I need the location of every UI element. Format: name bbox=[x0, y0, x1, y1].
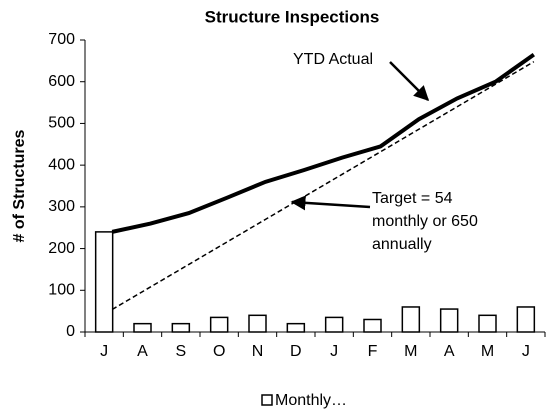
y-tick-label: 200 bbox=[48, 240, 75, 257]
y-tick-label: 500 bbox=[48, 115, 75, 132]
x-tick-label: J bbox=[330, 343, 338, 360]
bar bbox=[439, 308, 459, 333]
ytd-line bbox=[111, 52, 535, 234]
annotation: annually bbox=[372, 236, 432, 253]
bar bbox=[324, 316, 344, 333]
bar bbox=[133, 322, 152, 333]
x-tick-label: O bbox=[213, 343, 225, 360]
x-tick-label: A bbox=[137, 343, 148, 360]
bar bbox=[363, 318, 382, 333]
bar bbox=[516, 306, 536, 333]
x-tick-label: S bbox=[175, 343, 186, 360]
bar bbox=[171, 322, 191, 333]
x-tick-label: J bbox=[100, 343, 108, 360]
y-tick-label: 600 bbox=[48, 73, 75, 90]
chart-title: Structure Inspections bbox=[205, 7, 380, 26]
annotation: Target = 54 bbox=[372, 190, 453, 207]
target-line bbox=[111, 61, 535, 311]
x-tick-label: M bbox=[481, 343, 494, 360]
bar bbox=[94, 231, 114, 333]
bar bbox=[209, 316, 229, 333]
bar bbox=[286, 322, 306, 333]
x-tick-label: J bbox=[522, 343, 530, 360]
x-tick-label: D bbox=[290, 343, 302, 360]
annotation: monthly or 650 bbox=[372, 213, 478, 230]
bar bbox=[401, 306, 421, 333]
annotation-arrow bbox=[290, 195, 371, 211]
y-tick-label: 100 bbox=[48, 282, 75, 299]
legend-swatch bbox=[261, 394, 273, 406]
annotation: YTD Actual bbox=[293, 51, 373, 68]
y-tick-label: 300 bbox=[48, 198, 75, 215]
legend-label: Monthly… bbox=[275, 392, 347, 409]
y-axis-label: # of Structures bbox=[11, 129, 28, 242]
bar bbox=[478, 314, 497, 333]
y-tick-label: 400 bbox=[48, 156, 75, 173]
annotation-arrow bbox=[389, 61, 430, 102]
x-tick-label: A bbox=[444, 343, 455, 360]
bar bbox=[248, 314, 267, 333]
y-tick-label: 700 bbox=[48, 31, 75, 48]
x-tick-label: N bbox=[252, 343, 264, 360]
x-tick-label: M bbox=[404, 343, 417, 360]
x-tick-label: F bbox=[368, 343, 378, 360]
y-tick-label: 0 bbox=[66, 323, 75, 340]
